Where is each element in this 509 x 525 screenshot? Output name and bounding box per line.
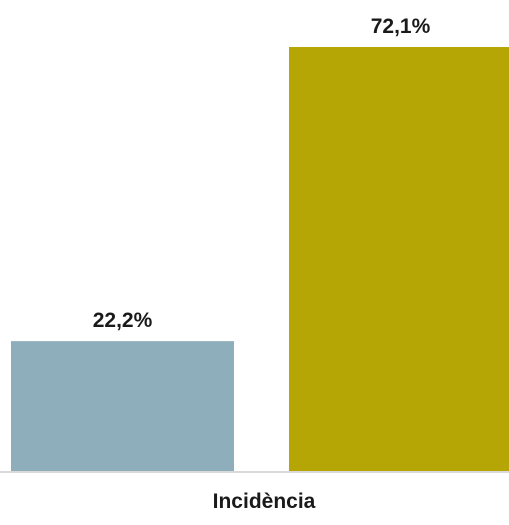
data-labels-layer: 22,2% 72,1% (93, 15, 431, 332)
data-label-2: 72,1% (371, 15, 431, 38)
x-category-label: Incidència (213, 490, 316, 513)
bars-layer (11, 47, 509, 472)
bar-2 (289, 47, 509, 472)
bar-1 (11, 341, 234, 472)
data-label-1: 22,2% (93, 309, 153, 332)
